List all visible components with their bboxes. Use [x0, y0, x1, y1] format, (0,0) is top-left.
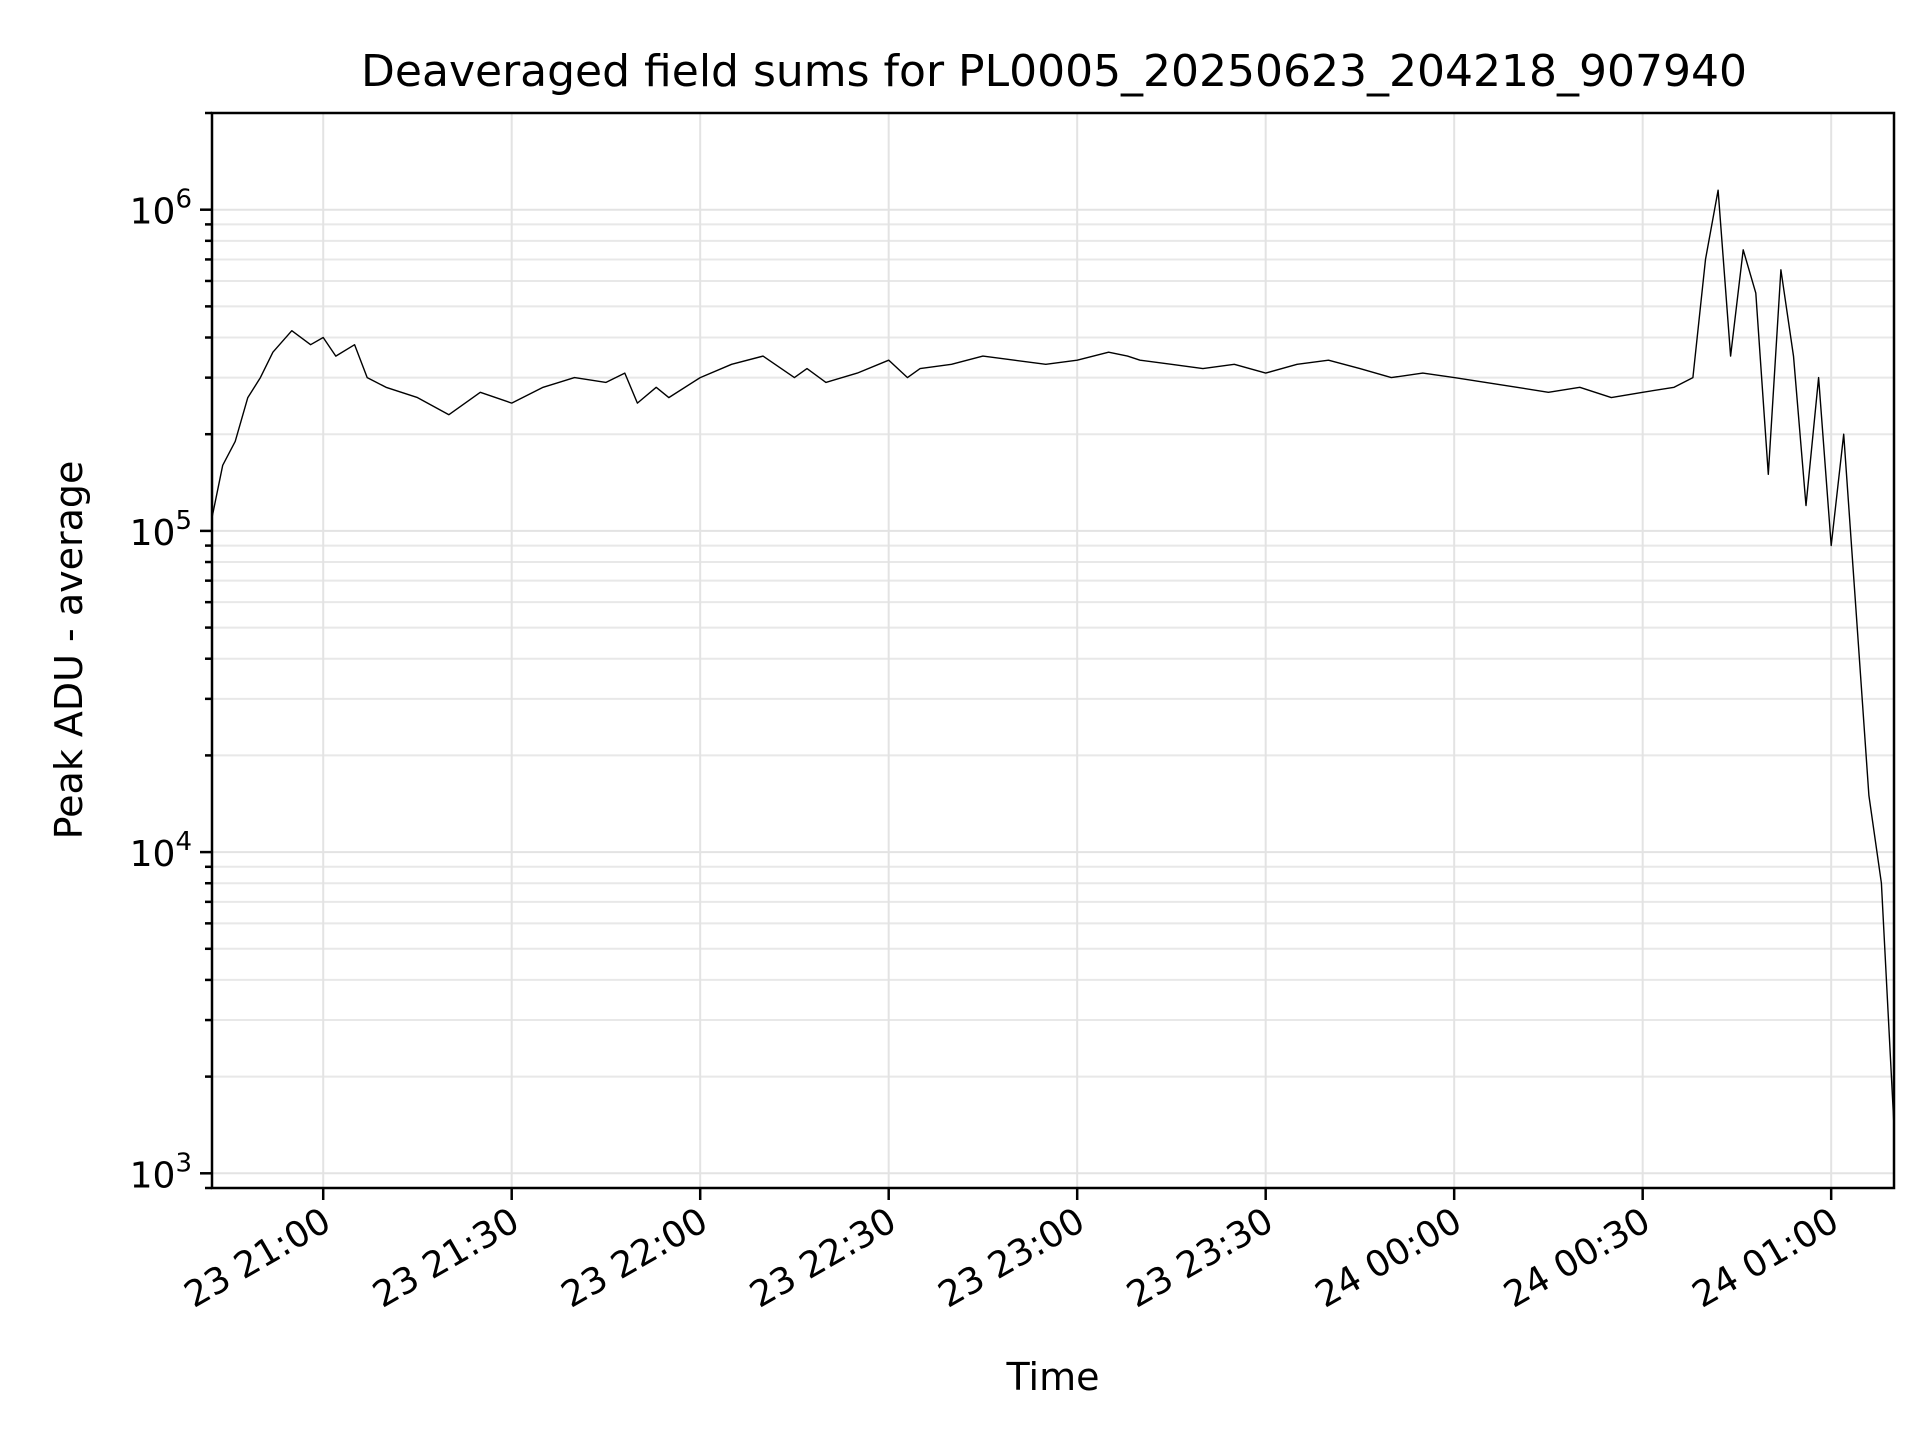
x-tick-label: 23 23:00 [932, 1200, 1092, 1316]
y-tick-label: 106 [130, 185, 192, 233]
x-tick-label: 24 00:30 [1497, 1200, 1657, 1316]
x-tick-label: 23 21:00 [178, 1200, 338, 1316]
y-tick-label: 105 [130, 506, 192, 554]
plot-area-frame [210, 111, 1896, 1190]
x-tick-label: 24 00:00 [1309, 1200, 1469, 1316]
grid [212, 112, 1894, 1189]
y-tick-label: 104 [130, 827, 192, 875]
x-tick-label: 23 21:30 [366, 1200, 526, 1316]
y-tick-label: 103 [130, 1148, 192, 1196]
x-tick-label: 23 22:30 [743, 1200, 903, 1316]
series-line [211, 189, 1895, 1127]
series-layer [211, 189, 1895, 1127]
y-axis-label: Peak ADU - average [47, 461, 91, 840]
x-tick-label: 23 23:30 [1120, 1200, 1280, 1316]
x-tick-label: 23 22:00 [555, 1200, 715, 1316]
x-axis-label: Time [1006, 1355, 1100, 1399]
chart-title: Deaveraged field sums for PL0005_2025062… [361, 46, 1747, 97]
x-tick-label: 24 01:00 [1686, 1200, 1846, 1316]
